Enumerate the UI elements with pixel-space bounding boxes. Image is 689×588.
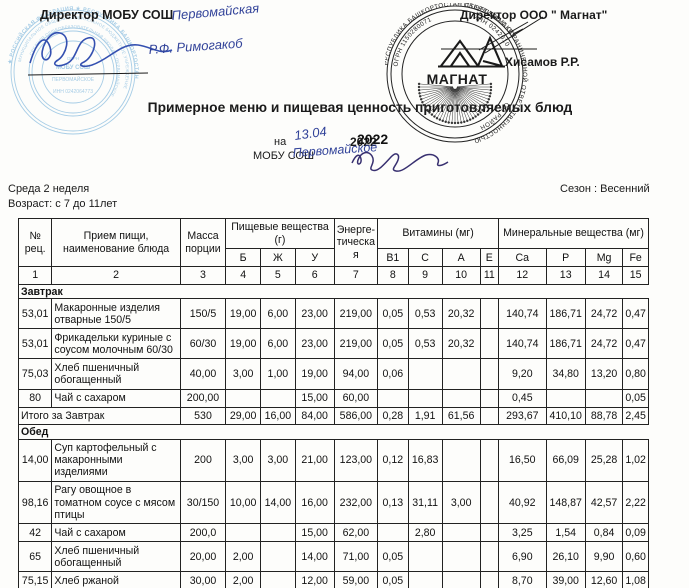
svg-text:Первомайская: Первомайская [171,2,260,23]
svg-text:Р.Ф. Римогакоб: Р.Ф. Римогакоб [148,36,244,57]
